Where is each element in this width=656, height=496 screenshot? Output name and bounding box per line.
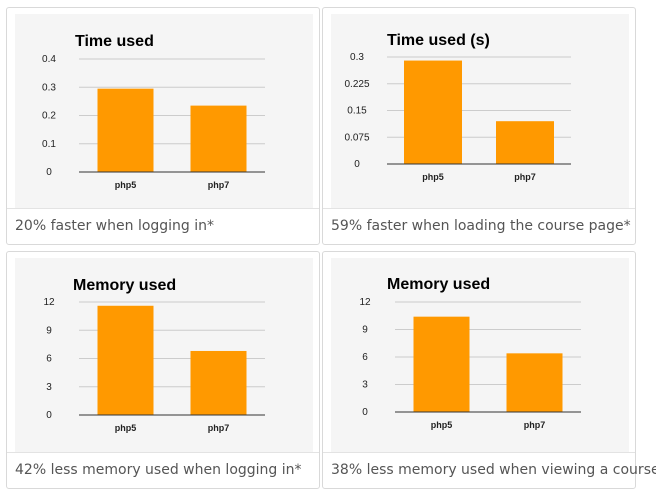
- x-tick-label: php5: [431, 420, 453, 430]
- y-tick-label: 9: [362, 325, 368, 336]
- y-tick-label: 6: [46, 354, 52, 365]
- y-tick-label: 6: [362, 352, 368, 363]
- y-tick-label: 12: [359, 297, 371, 308]
- y-tick-label: 0.225: [344, 79, 369, 90]
- caption-row: 59% faster when loading the course page*: [323, 208, 635, 245]
- y-tick-label: 12: [43, 297, 55, 308]
- y-tick-label: 0: [46, 167, 52, 178]
- bar-php7: [496, 121, 554, 164]
- y-tick-label: 0.15: [347, 106, 367, 117]
- chart-card-time-login: Time used 0 0.1 0.2 0.3 0.4 php5 php7 20% faste…: [6, 7, 320, 245]
- x-tick-label: php5: [422, 172, 444, 182]
- chart-time-used-seconds: Time used (s) 0 0.075 0.15 0.225 0.3 php5 php7: [344, 32, 571, 182]
- y-tick-label: 0: [354, 159, 360, 170]
- y-tick-label: 0.3: [42, 82, 56, 93]
- card-caption: 59% faster when loading the course page*: [331, 218, 631, 234]
- y-tick-label: 0.1: [42, 139, 56, 150]
- chart-card-memory-course: Memory used 0 3 6 9 12 php5 php7 38% less memor…: [322, 251, 656, 489]
- bar-php7: [190, 105, 247, 172]
- chart-title: Memory used: [73, 277, 176, 294]
- caption-row: 38% less memory used when viewing a cour…: [323, 452, 656, 489]
- chart-area: Time used 0 0.1 0.2 0.3 0.4 php5 php7: [15, 14, 313, 208]
- chart-memory-used-login: Memory used 0 3 6 9 12 php5 php7: [43, 277, 265, 433]
- y-tick-label: 0.2: [42, 111, 56, 122]
- caption-row: 20% faster when logging in*: [7, 208, 319, 245]
- chart-area: Memory used 0 3 6 9 12 php5 php7: [15, 258, 313, 452]
- card-caption: 20% faster when logging in*: [15, 218, 215, 234]
- bar-php7: [506, 353, 563, 412]
- x-tick-label: php7: [208, 180, 230, 190]
- y-tick-label: 0: [362, 407, 368, 418]
- chart-card-time-course: Time used (s) 0 0.075 0.15 0.225 0.3 php5 php7 …: [322, 7, 636, 245]
- y-tick-label: 0: [46, 410, 52, 421]
- chart-memory-used-course: Memory used 0 3 6 9 12 php5 php7: [359, 276, 581, 430]
- bar-php5: [97, 88, 154, 172]
- card-caption: 38% less memory used when viewing a cour…: [331, 462, 656, 478]
- bar-php7: [190, 350, 247, 415]
- caption-row: 42% less memory used when logging in*: [7, 452, 319, 489]
- y-tick-label: 0.4: [42, 54, 56, 65]
- x-tick-label: php5: [115, 423, 137, 433]
- y-tick-label: 0.3: [350, 52, 364, 63]
- x-tick-label: php7: [208, 423, 230, 433]
- chart-time-used: Time used 0 0.1 0.2 0.3 0.4 php5 php7: [42, 33, 265, 190]
- bar-php5: [413, 316, 470, 412]
- bar-php5: [97, 305, 154, 415]
- chart-title: Time used: [75, 33, 154, 50]
- x-tick-label: php7: [514, 172, 536, 182]
- y-tick-label: 3: [46, 382, 52, 393]
- chart-title: Memory used: [387, 276, 490, 293]
- chart-area: Time used (s) 0 0.075 0.15 0.225 0.3 php5 php7: [331, 14, 629, 208]
- y-tick-label: 3: [362, 380, 368, 391]
- x-tick-label: php7: [524, 420, 546, 430]
- y-tick-label: 0.075: [344, 132, 369, 143]
- card-caption: 42% less memory used when logging in*: [15, 462, 302, 478]
- y-tick-label: 9: [46, 325, 52, 336]
- x-tick-label: php5: [115, 180, 137, 190]
- chart-title: Time used (s): [387, 32, 490, 49]
- chart-area: Memory used 0 3 6 9 12 php5 php7: [331, 258, 629, 452]
- chart-card-memory-login: Memory used 0 3 6 9 12 php5 php7 42% less memor…: [6, 251, 320, 489]
- bar-php5: [404, 60, 462, 164]
